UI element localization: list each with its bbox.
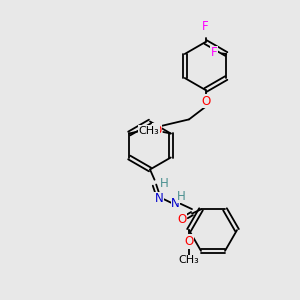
- Text: CH₃: CH₃: [139, 125, 159, 136]
- Text: O: O: [184, 235, 194, 248]
- Text: O: O: [177, 213, 186, 226]
- Text: F: F: [202, 20, 209, 33]
- Text: H: H: [160, 177, 169, 190]
- Text: CH₃: CH₃: [178, 255, 200, 265]
- Text: N: N: [171, 196, 180, 210]
- Text: H: H: [177, 190, 186, 203]
- Text: F: F: [211, 46, 217, 59]
- Text: N: N: [154, 192, 164, 205]
- Text: O: O: [201, 95, 210, 108]
- Text: O: O: [153, 124, 162, 137]
